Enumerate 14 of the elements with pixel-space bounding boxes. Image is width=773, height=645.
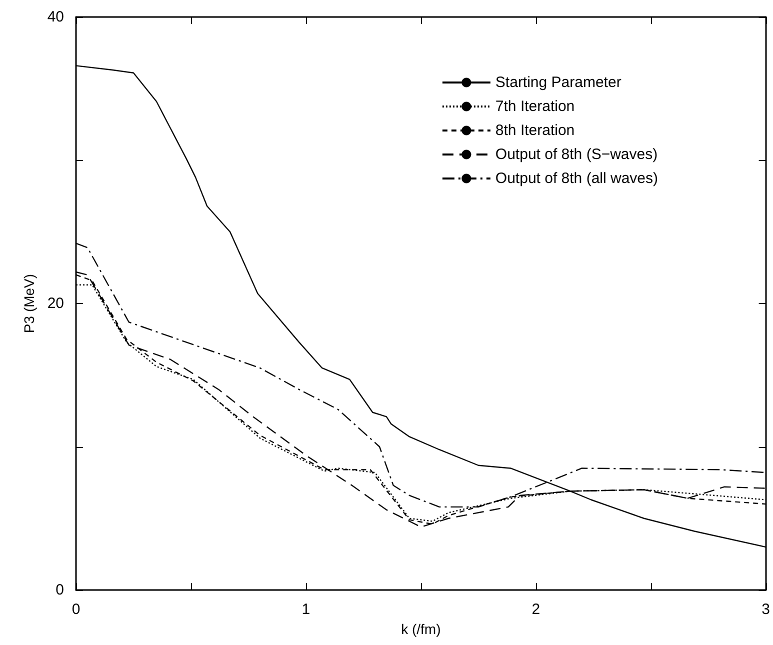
legend-label: Output of 8th (all waves) (495, 170, 658, 187)
x-tick-label: 2 (532, 601, 540, 618)
y-tick-label: 0 (56, 582, 64, 598)
y-tick-label: 40 (47, 8, 64, 26)
x-axis-title: k (/fm) (401, 620, 441, 637)
x-tick-label: 1 (302, 601, 310, 618)
legend-label: 7th Iteration (495, 98, 575, 115)
x-tick-label: 0 (72, 601, 80, 618)
legend-label: Starting Parameter (495, 74, 622, 91)
y-axis-title: P3 (MeV) (21, 274, 37, 334)
legend-label: Output of 8th (S−waves) (495, 146, 658, 163)
x-tick-label: 3 (762, 601, 770, 618)
y-tick-label: 20 (47, 295, 64, 312)
legend-label: 8th Iteration (495, 122, 575, 139)
